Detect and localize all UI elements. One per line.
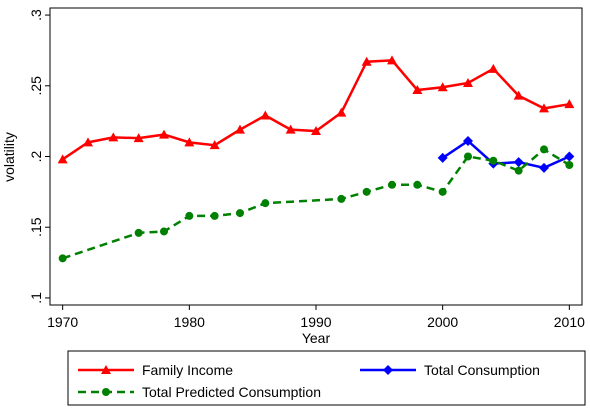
x-axis-label: Year xyxy=(302,330,331,346)
data-point xyxy=(437,152,448,163)
x-tick-label: 2010 xyxy=(554,314,585,330)
legend-label: Total Consumption xyxy=(424,362,540,378)
data-point xyxy=(437,82,448,92)
data-point xyxy=(489,156,498,165)
data-point xyxy=(58,254,67,263)
data-point xyxy=(488,63,499,73)
y-tick-label: .15 xyxy=(28,217,44,237)
data-point xyxy=(185,211,194,220)
data-point xyxy=(261,199,270,208)
data-point xyxy=(235,124,245,134)
data-point xyxy=(311,126,321,136)
legend-label: Total Predicted Consumption xyxy=(142,384,321,400)
data-point xyxy=(387,55,397,65)
data-point xyxy=(412,85,423,95)
data-point xyxy=(564,99,575,109)
data-point xyxy=(413,180,422,189)
data-point xyxy=(388,180,396,189)
data-point xyxy=(565,160,574,169)
data-point xyxy=(108,132,119,142)
data-point xyxy=(160,227,168,236)
series-line xyxy=(441,139,570,170)
data-point xyxy=(184,137,195,147)
data-point xyxy=(210,211,219,220)
legend-label: Family Income xyxy=(142,362,233,378)
data-point xyxy=(361,56,372,66)
data-point xyxy=(539,103,549,113)
y-tick-label: .3 xyxy=(28,9,44,21)
legend-marker xyxy=(383,365,393,375)
legend-marker xyxy=(102,388,110,396)
data-point xyxy=(564,151,575,162)
legend-box xyxy=(67,350,586,406)
y-tick-label: .25 xyxy=(28,76,44,96)
y-tick-label: .1 xyxy=(28,292,44,304)
x-tick-label: 2000 xyxy=(427,314,458,330)
data-point xyxy=(540,145,548,154)
data-point xyxy=(539,162,549,173)
data-point xyxy=(513,157,524,168)
y-tick-label: .2 xyxy=(28,150,44,162)
x-tick-label: 1980 xyxy=(174,314,205,330)
data-point xyxy=(337,194,346,203)
data-point xyxy=(236,209,244,218)
data-point xyxy=(57,154,68,164)
data-point xyxy=(209,140,220,150)
data-point xyxy=(438,187,447,196)
data-point xyxy=(463,77,473,87)
x-tick-label: 1990 xyxy=(300,314,331,330)
data-point xyxy=(260,110,271,120)
data-point xyxy=(83,137,93,147)
data-point xyxy=(464,152,472,161)
data-point xyxy=(285,124,296,134)
data-point xyxy=(133,133,144,143)
data-point xyxy=(159,129,169,139)
y-axis-label: volatility xyxy=(1,132,17,182)
data-point xyxy=(514,166,523,175)
data-point xyxy=(336,107,347,117)
data-point xyxy=(362,187,371,196)
legend-marker xyxy=(101,365,111,374)
data-point xyxy=(513,90,524,100)
data-point xyxy=(134,228,143,237)
data-point xyxy=(463,135,473,146)
x-tick-label: 1970 xyxy=(47,314,78,330)
